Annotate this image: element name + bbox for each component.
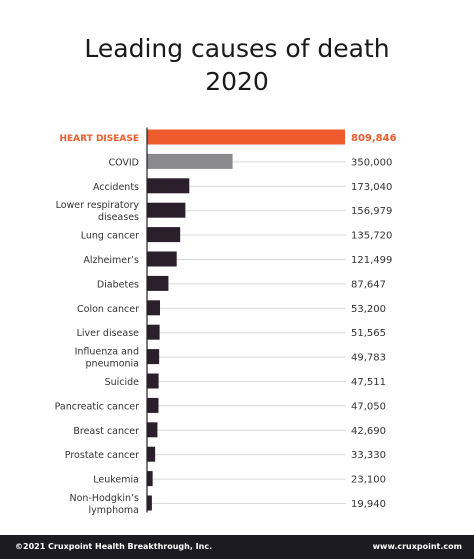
bar: [147, 202, 186, 218]
bar: [147, 300, 161, 316]
bar: [147, 349, 160, 365]
category-label: COVID: [108, 157, 139, 168]
website-link[interactable]: www.cruxpoint.com: [372, 542, 462, 551]
category-label: Lower respiratory: [56, 200, 140, 211]
bar: [147, 129, 345, 145]
value-label: 47,511: [351, 377, 386, 388]
category-label: Lung cancer: [81, 231, 139, 242]
value-label: 809,846: [351, 133, 397, 144]
bar: [147, 178, 190, 194]
category-label: Pancreatic cancer: [55, 401, 139, 412]
value-label: 87,647: [351, 279, 386, 290]
category-label: Suicide: [105, 377, 140, 388]
category-label: Influenza and: [75, 347, 139, 358]
value-label: 350,000: [351, 157, 392, 168]
bar: [147, 227, 181, 243]
category-label: Alzheimer’s: [83, 255, 139, 266]
value-label: 156,979: [351, 206, 392, 217]
category-label: diseases: [98, 212, 139, 223]
category-label: Diabetes: [97, 279, 139, 290]
chart-title-line1: Leading causes of death: [84, 34, 390, 63]
bar-chart: HEART DISEASE 809,846 COVID 350,000 Accident…: [55, 127, 397, 516]
value-label: 42,690: [351, 426, 386, 437]
value-label: 51,565: [351, 328, 386, 339]
value-label: 33,330: [351, 450, 386, 461]
chart-title: Leading causes of death 2020: [0, 32, 474, 98]
bar: [147, 373, 159, 389]
category-label: Colon cancer: [77, 304, 139, 315]
category-label: Liver disease: [77, 328, 140, 339]
chart-title-line2: 2020: [205, 67, 269, 96]
category-label: HEART DISEASE: [60, 134, 140, 144]
footer-bar: ©2021 Cruxpoint Health Breakthrough, Inc…: [0, 535, 474, 559]
value-label: 173,040: [351, 182, 392, 193]
bar: [147, 471, 153, 487]
category-label: Leukemia: [93, 475, 139, 486]
bar: [147, 251, 177, 267]
value-label: 53,200: [351, 304, 386, 315]
bar: [147, 397, 159, 413]
value-label: 49,783: [351, 353, 386, 364]
category-label: Breast cancer: [73, 426, 139, 437]
bar: [147, 153, 233, 169]
category-label: lymphoma: [89, 505, 139, 516]
value-label: 19,940: [351, 499, 386, 510]
value-label: 23,100: [351, 475, 386, 486]
category-label: Accidents: [93, 182, 139, 193]
bar: [147, 446, 156, 462]
bar: [147, 495, 152, 511]
category-label: Prostate cancer: [65, 450, 139, 461]
value-label: 121,499: [351, 255, 392, 266]
copyright-text: ©2021 Cruxpoint Health Breakthrough, Inc…: [15, 542, 213, 551]
bar: [147, 422, 158, 438]
bar: [147, 324, 160, 340]
category-label: Non-Hodgkin’s: [69, 493, 139, 504]
bar: [147, 275, 169, 291]
category-label: pneumonia: [86, 359, 139, 370]
value-label: 47,050: [351, 401, 386, 412]
value-label: 135,720: [351, 231, 392, 242]
